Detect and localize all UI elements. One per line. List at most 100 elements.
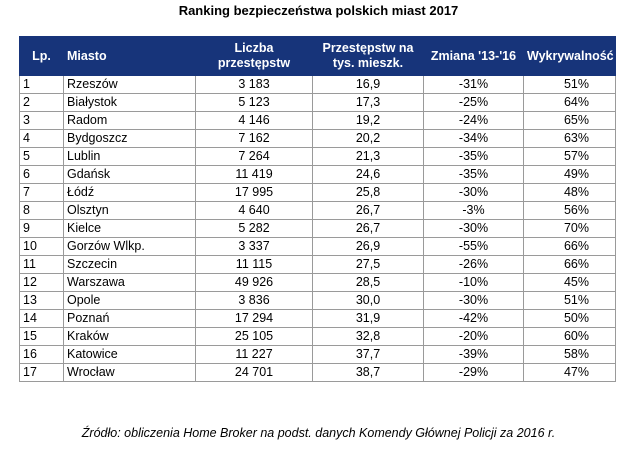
table-row: 12 Warszawa 49 926 28,5 -10% 45%	[19, 273, 616, 292]
cell-city: Gdańsk	[63, 165, 196, 184]
cell-detect: 45%	[523, 273, 616, 292]
cell-city: Olsztyn	[63, 201, 196, 220]
cell-detect: 56%	[523, 201, 616, 220]
cell-rate: 25,8	[312, 183, 424, 202]
table-row: 4 Bydgoszcz 7 162 20,2 -34% 63%	[19, 129, 616, 148]
cell-rate: 26,7	[312, 219, 424, 238]
cell-crimes: 7 264	[195, 147, 313, 166]
cell-detect: 48%	[523, 183, 616, 202]
table-row: 1 Rzeszów 3 183 16,9 -31% 51%	[19, 75, 616, 94]
cell-lp: 14	[19, 309, 64, 328]
cell-change: -35%	[423, 165, 524, 184]
cell-city: Opole	[63, 291, 196, 310]
cell-crimes: 3 337	[195, 237, 313, 256]
table-row: 6 Gdańsk 11 419 24,6 -35% 49%	[19, 165, 616, 184]
cell-city: Białystok	[63, 93, 196, 112]
cell-lp: 16	[19, 345, 64, 364]
cell-city: Rzeszów	[63, 75, 196, 94]
header-crimes-line1: Liczba	[234, 41, 274, 55]
table-row: 9 Kielce 5 282 26,7 -30% 70%	[19, 219, 616, 238]
source-note: Źródło: obliczenia Home Broker na podst.…	[81, 426, 556, 440]
cell-city: Szczecin	[63, 255, 196, 274]
cell-change: -55%	[423, 237, 524, 256]
cell-rate: 26,7	[312, 201, 424, 220]
cell-lp: 1	[19, 75, 64, 94]
cell-detect: 50%	[523, 309, 616, 328]
cell-rate: 24,6	[312, 165, 424, 184]
cell-detect: 66%	[523, 255, 616, 274]
header-lp: Lp.	[19, 36, 64, 76]
cell-rate: 32,8	[312, 327, 424, 346]
table-row: 13 Opole 3 836 30,0 -30% 51%	[19, 291, 616, 310]
table-row: 14 Poznań 17 294 31,9 -42% 50%	[19, 309, 616, 328]
cell-city: Gorzów Wlkp.	[63, 237, 196, 256]
cell-lp: 11	[19, 255, 64, 274]
cell-city: Poznań	[63, 309, 196, 328]
cell-detect: 51%	[523, 75, 616, 94]
table-row: 8 Olsztyn 4 640 26,7 -3% 56%	[19, 201, 616, 220]
cell-rate: 17,3	[312, 93, 424, 112]
table-row: 5 Lublin 7 264 21,3 -35% 57%	[19, 147, 616, 166]
cell-lp: 17	[19, 363, 64, 382]
cell-change: -3%	[423, 201, 524, 220]
cell-change: -42%	[423, 309, 524, 328]
cell-crimes: 3 183	[195, 75, 313, 94]
cell-crimes: 17 995	[195, 183, 313, 202]
cell-lp: 12	[19, 273, 64, 292]
cell-lp: 4	[19, 129, 64, 148]
table-row: 17 Wrocław 24 701 38,7 -29% 47%	[19, 363, 616, 382]
header-rate-line2: tys. mieszk.	[332, 56, 404, 70]
cell-detect: 51%	[523, 291, 616, 310]
cell-rate: 28,5	[312, 273, 424, 292]
cell-rate: 26,9	[312, 237, 424, 256]
cell-crimes: 24 701	[195, 363, 313, 382]
header-rate: Przestępstw na tys. mieszk.	[312, 36, 424, 76]
cell-city: Łódź	[63, 183, 196, 202]
cell-detect: 66%	[523, 237, 616, 256]
cell-change: -20%	[423, 327, 524, 346]
cell-detect: 49%	[523, 165, 616, 184]
cell-change: -39%	[423, 345, 524, 364]
cell-city: Warszawa	[63, 273, 196, 292]
table-row: 15 Kraków 25 105 32,8 -20% 60%	[19, 327, 616, 346]
cell-crimes: 7 162	[195, 129, 313, 148]
cell-lp: 10	[19, 237, 64, 256]
cell-change: -30%	[423, 291, 524, 310]
cell-city: Wrocław	[63, 363, 196, 382]
cell-crimes: 5 123	[195, 93, 313, 112]
cell-lp: 6	[19, 165, 64, 184]
cell-lp: 15	[19, 327, 64, 346]
table-row: 10 Gorzów Wlkp. 3 337 26,9 -55% 66%	[19, 237, 616, 256]
header-detect: Wykrywalność	[523, 36, 616, 76]
cell-lp: 5	[19, 147, 64, 166]
table-row: 3 Radom 4 146 19,2 -24% 65%	[19, 111, 616, 130]
cell-change: -24%	[423, 111, 524, 130]
cell-lp: 7	[19, 183, 64, 202]
cell-city: Lublin	[63, 147, 196, 166]
table-row: 16 Katowice 11 227 37,7 -39% 58%	[19, 345, 616, 364]
cell-rate: 38,7	[312, 363, 424, 382]
cell-crimes: 25 105	[195, 327, 313, 346]
cell-crimes: 11 115	[195, 255, 313, 274]
cell-change: -34%	[423, 129, 524, 148]
cell-change: -30%	[423, 219, 524, 238]
cell-detect: 65%	[523, 111, 616, 130]
cell-lp: 8	[19, 201, 64, 220]
cell-rate: 31,9	[312, 309, 424, 328]
cell-rate: 20,2	[312, 129, 424, 148]
cell-change: -30%	[423, 183, 524, 202]
cell-lp: 2	[19, 93, 64, 112]
cell-change: -10%	[423, 273, 524, 292]
cell-city: Radom	[63, 111, 196, 130]
cell-city: Katowice	[63, 345, 196, 364]
cell-detect: 57%	[523, 147, 616, 166]
cell-change: -31%	[423, 75, 524, 94]
cell-change: -26%	[423, 255, 524, 274]
cell-change: -35%	[423, 147, 524, 166]
cell-detect: 58%	[523, 345, 616, 364]
cell-city: Kraków	[63, 327, 196, 346]
cell-lp: 9	[19, 219, 64, 238]
header-row: Lp. Miasto Liczba przestępstw Przestępst…	[19, 36, 616, 76]
table-row: 7 Łódź 17 995 25,8 -30% 48%	[19, 183, 616, 202]
cell-crimes: 11 419	[195, 165, 313, 184]
